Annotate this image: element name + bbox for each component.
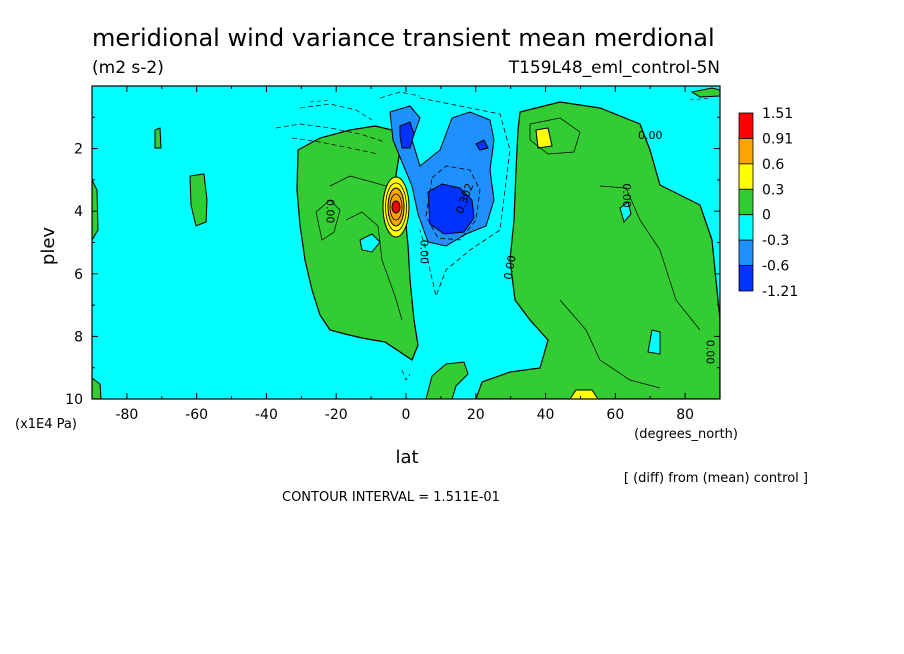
- region-green-south-blob: [425, 361, 469, 399]
- region-blue-deep-upper: [399, 121, 415, 149]
- contour-dashed-a: [275, 123, 386, 143]
- peak-red: [391, 200, 401, 214]
- contour-label: 0.00: [417, 240, 430, 265]
- colorbar-label: 0.6: [762, 157, 784, 173]
- x-tick-label: -60: [185, 407, 208, 423]
- x-tick-label: 20: [467, 407, 485, 423]
- colorbar-label: 0: [762, 208, 771, 224]
- region-green-left-edge: [92, 179, 99, 241]
- y-axis-units: (x1E4 Pa): [15, 417, 77, 432]
- contour-label: 0.00: [620, 183, 633, 208]
- contour-dashed-e: [379, 91, 421, 381]
- colorbar-swatch: [738, 265, 754, 292]
- region-green-west-sliver: [154, 127, 162, 149]
- contour-interval: CONTOUR INTERVAL = 1.511E-01: [282, 490, 500, 505]
- x-tick-label: -20: [325, 407, 348, 423]
- region-yellow-northeast: [535, 127, 553, 149]
- x-tick-label: 80: [676, 407, 694, 423]
- colorbar-label: -0.3: [762, 233, 789, 249]
- x-tick-label: 0: [402, 407, 411, 423]
- colorbar-swatch: [738, 239, 754, 266]
- x-tick-label: -80: [115, 407, 138, 423]
- x-tick-label: 40: [537, 407, 555, 423]
- colorbar: 1.51 0.91 0.6 0.3 0 -0.3 -0.6 -1.21: [738, 106, 798, 300]
- contour-dashed-c: [299, 103, 373, 121]
- contour-thin-central2: [315, 199, 341, 241]
- region-green-east: [475, 101, 720, 399]
- region-green-west-blob: [189, 173, 208, 227]
- contour-thin-east: [529, 117, 701, 389]
- region-blue-small: [475, 139, 489, 151]
- y-tick-label: 6: [74, 267, 83, 283]
- peak-contour-a: [385, 182, 407, 232]
- contour-thin-central: [329, 175, 403, 321]
- colorbar-label: -0.6: [762, 259, 789, 275]
- x-tick-label: -40: [255, 407, 278, 423]
- x-tick-label: 60: [606, 407, 624, 423]
- y-tick-label: 2: [74, 142, 83, 158]
- colorbar-swatch: [738, 163, 754, 190]
- colorbar-label: 0.3: [762, 182, 784, 198]
- y-tick-label: 4: [74, 204, 83, 220]
- contour-label: 0.00: [704, 340, 717, 365]
- x-axis-label: lat: [395, 447, 418, 468]
- x-axis: -80 -60 -40 -20 0 20 40 60 80: [91, 86, 721, 423]
- contour-dashed-g: [309, 97, 711, 103]
- colorbar-swatch: [738, 112, 754, 139]
- y-axis-label: plev: [38, 227, 59, 266]
- hole-cyan-central: [359, 233, 381, 253]
- diff-note: [ (diff) from (mean) control ]: [624, 471, 808, 486]
- colorbar-swatch: [738, 214, 754, 241]
- y-tick-label: 8: [74, 329, 83, 345]
- chart-title: meridional wind variance transient mean …: [92, 24, 715, 52]
- colorbar-label: 1.51: [762, 106, 793, 122]
- colorbar-label: -1.21: [762, 284, 798, 300]
- colorbar-swatch: [738, 138, 754, 165]
- region-green-ne-corner: [690, 87, 720, 98]
- y-tick-label: 10: [65, 392, 83, 408]
- hole-cyan-east-low: [647, 329, 661, 355]
- experiment-label: T159L48_eml_control-5N: [508, 58, 720, 78]
- x-axis-units: (degrees_north): [634, 427, 738, 442]
- contour-dashed-d: [419, 97, 511, 298]
- contour-dashed-f: [425, 165, 481, 241]
- contour-label: 0.00: [323, 199, 336, 224]
- region-blue-deep-lower: [427, 183, 475, 235]
- contour-label: 0.00: [638, 129, 663, 142]
- region-green-bottom-left: [92, 377, 102, 399]
- peak-contour-b: [389, 193, 403, 221]
- contour-label: 0.00: [502, 254, 519, 280]
- colorbar-swatch: [738, 188, 754, 216]
- units-label: (m2 s-2): [92, 58, 164, 78]
- y-axis: 2 4 6 8 10: [65, 116, 720, 408]
- colorbar-label: 0.91: [762, 131, 793, 147]
- hole-cyan-east: [619, 201, 632, 224]
- region-yellow-bottom: [569, 389, 599, 399]
- contour-dashed-b: [291, 137, 379, 155]
